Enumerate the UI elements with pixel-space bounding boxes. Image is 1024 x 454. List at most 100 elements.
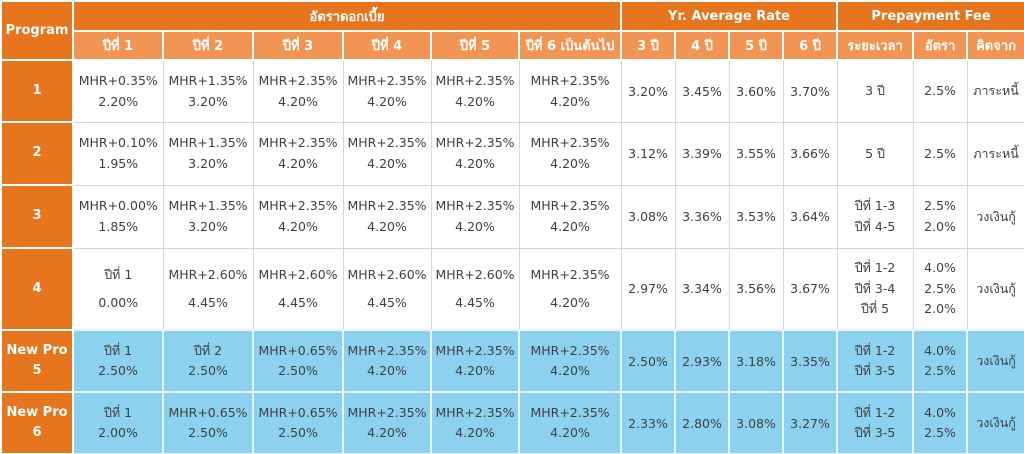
rate-line: 3.20% xyxy=(188,93,228,109)
interest-rate-cell: MHR+2.60% 4.45% xyxy=(162,247,254,331)
rate-line: MHR+0.65% xyxy=(258,404,338,420)
cell-line-stack: MHR+2.35% 4.20% xyxy=(520,399,620,447)
cell-line-stack: 1 xyxy=(2,68,72,114)
rate-line: 4.45% xyxy=(278,294,318,310)
average-rate-cell: 3.67% xyxy=(782,247,838,331)
prepayment-period-line: 3 ปี xyxy=(865,83,885,99)
cell-line-stack: MHR+2.35% 4.20% xyxy=(520,192,621,241)
average-rate-cell: 3.56% xyxy=(728,247,784,331)
interest-rate-cell: MHR+1.35% 3.20% xyxy=(162,121,254,186)
rate-line: 2.50% xyxy=(278,363,318,379)
cell-line-stack: New Pro 6 xyxy=(2,400,72,446)
cell-line-stack: New Pro 5 xyxy=(2,338,72,384)
cell-line-stack: ปีที่ 1 2.50% xyxy=(74,337,162,385)
average-rate-cell: 3.36% xyxy=(674,184,730,249)
interest-rate-cell: MHR+0.65% 2.50% xyxy=(252,329,344,393)
cell-line-stack: MHR+2.35% 4.20% xyxy=(344,129,431,178)
prepayment-period-line: 5 ปี xyxy=(865,145,885,161)
average-rate-cell: 2.97% xyxy=(620,247,676,331)
prepayment-rate-line: 2.5% xyxy=(924,425,956,441)
program-cell: New Pro 5 xyxy=(0,329,74,393)
cell-line-stack: 4.0% 2.5% 2.0% xyxy=(914,255,967,323)
cell-line-stack: MHR+1.35% 3.20% xyxy=(164,129,253,178)
interest-rate-cell: MHR+2.35% 4.20% xyxy=(342,184,432,249)
interest-rate-cell: MHR+0.65% 2.50% xyxy=(252,391,344,454)
interest-rate-cell: ปีที่ 1 0.00% xyxy=(72,247,164,331)
average-rate-cell: 3.08% xyxy=(620,184,676,249)
cell-line-stack: 2.5% xyxy=(914,129,967,178)
group-header: อัตราดอกเบี้ย xyxy=(72,0,622,32)
prepayment-basis-cell: วงเงินกู้ xyxy=(966,329,1024,393)
rate-line: MHR+2.35% xyxy=(347,135,427,151)
program-cell-line: 5 xyxy=(32,362,42,378)
average-rate-cell: 3.66% xyxy=(782,121,838,186)
rate-line: ปีที่ 1 xyxy=(104,267,133,283)
rate-line: 4.20% xyxy=(367,425,407,441)
program-cell: 1 xyxy=(0,59,74,123)
rate-line: MHR+2.35% xyxy=(530,198,610,214)
program-cell-line: 2 xyxy=(32,145,42,161)
prepayment-rate-cell: 4.0% 2.5% xyxy=(912,329,969,393)
rate-line: 1.85% xyxy=(98,219,139,235)
rate-line: MHR+2.35% xyxy=(530,342,610,358)
prepayment-period-cell: 3 ปี xyxy=(836,59,914,123)
rate-line: MHR+0.00% xyxy=(78,198,158,214)
rate-line: MHR+0.65% xyxy=(168,404,248,420)
rate-line: 0.00% xyxy=(98,294,139,310)
interest-rate-cell: MHR+0.35% 2.20% xyxy=(72,59,164,123)
rate-line: 4.20% xyxy=(455,156,495,172)
cell-line-stack: MHR+2.35% 4.20% xyxy=(432,337,518,385)
interest-rate-cell: MHR+2.35% 4.20% xyxy=(518,121,622,186)
interest-rate-cell: MHR+1.35% 3.20% xyxy=(162,184,254,249)
program-cell-line: 1 xyxy=(32,82,42,98)
sub-column-header: ปีที่ 5 xyxy=(430,30,520,61)
cell-line-stack: 2.5% 2.0% xyxy=(914,192,967,241)
prepayment-basis-cell: วงเงินกู้ xyxy=(966,247,1024,331)
average-rate-cell: 3.12% xyxy=(620,121,676,186)
rate-line: 4.20% xyxy=(550,425,590,441)
prepayment-period-cell: ปีที่ 1-2 ปีที่ 3-4 ปีที่ 5 xyxy=(836,247,914,331)
cell-line-stack: MHR+2.35% 4.20% xyxy=(432,399,518,447)
sub-column-header: ปีที่ 6 เป็นต้นไป xyxy=(518,30,622,61)
cell-line-stack: MHR+2.35% 4.20% xyxy=(520,67,621,115)
cell-line-stack: ปีที่ 1-2 ปีที่ 3-4 ปีที่ 5 xyxy=(838,255,913,323)
rate-line: 4.20% xyxy=(550,363,590,379)
cell-line-stack: MHR+2.35% 4.20% xyxy=(254,129,343,178)
rate-line: 4.20% xyxy=(278,156,318,172)
sub-column-header: ปีที่ 3 xyxy=(252,30,344,61)
interest-rate-cell: MHR+2.35% 4.20% xyxy=(430,59,520,123)
cell-line-stack: ปีที่ 1 0.00% xyxy=(74,255,163,323)
rate-line: 4.20% xyxy=(367,156,407,172)
rate-line: 2.50% xyxy=(98,363,138,379)
group-header: Prepayment Fee xyxy=(836,0,1024,32)
sub-column-header: ปีที่ 4 xyxy=(342,30,432,61)
interest-rate-cell: ปีที่ 1 2.50% xyxy=(72,329,164,393)
rate-line: MHR+0.65% xyxy=(258,342,338,358)
cell-line-stack: MHR+1.35% 3.20% xyxy=(164,67,253,115)
rate-line: MHR+2.35% xyxy=(258,73,338,89)
rate-line: MHR+0.10% xyxy=(78,135,158,151)
average-rate-cell: 2.80% xyxy=(674,391,730,454)
average-rate-cell: 3.64% xyxy=(782,184,838,249)
rate-line: 4.20% xyxy=(367,93,407,109)
cell-line-stack: MHR+2.35% 4.20% xyxy=(254,192,343,241)
prepayment-period-line: ปีที่ 1-2 xyxy=(854,404,896,420)
rate-line: ปีที่ 1 xyxy=(103,342,133,358)
rate-line: MHR+2.35% xyxy=(258,135,338,151)
average-rate-cell: 3.35% xyxy=(781,329,839,393)
prepayment-rate-line: 4.0% xyxy=(924,404,956,420)
interest-rate-cell: MHR+0.10% 1.95% xyxy=(72,121,164,186)
rate-line: 4.20% xyxy=(278,219,318,235)
rate-line: 2.00% xyxy=(98,425,138,441)
rate-line: MHR+1.35% xyxy=(168,73,248,89)
prepayment-period-line: ปีที่ 3-5 xyxy=(854,425,896,441)
group-header: Yr. Average Rate xyxy=(619,0,839,32)
average-rate-cell: 3.70% xyxy=(782,59,838,123)
table-body: 1 MHR+0.35% 2.20% MHR+1.35% 3.20% MHR+2.35% 4.… xyxy=(0,59,1024,454)
average-rate-cell: 3.60% xyxy=(728,59,784,123)
cell-line-stack: MHR+0.65% 2.50% xyxy=(254,337,342,385)
rate-line: 3.20% xyxy=(188,219,228,235)
average-rate-cell: 3.27% xyxy=(781,391,839,454)
rate-line: 4.20% xyxy=(455,363,495,379)
